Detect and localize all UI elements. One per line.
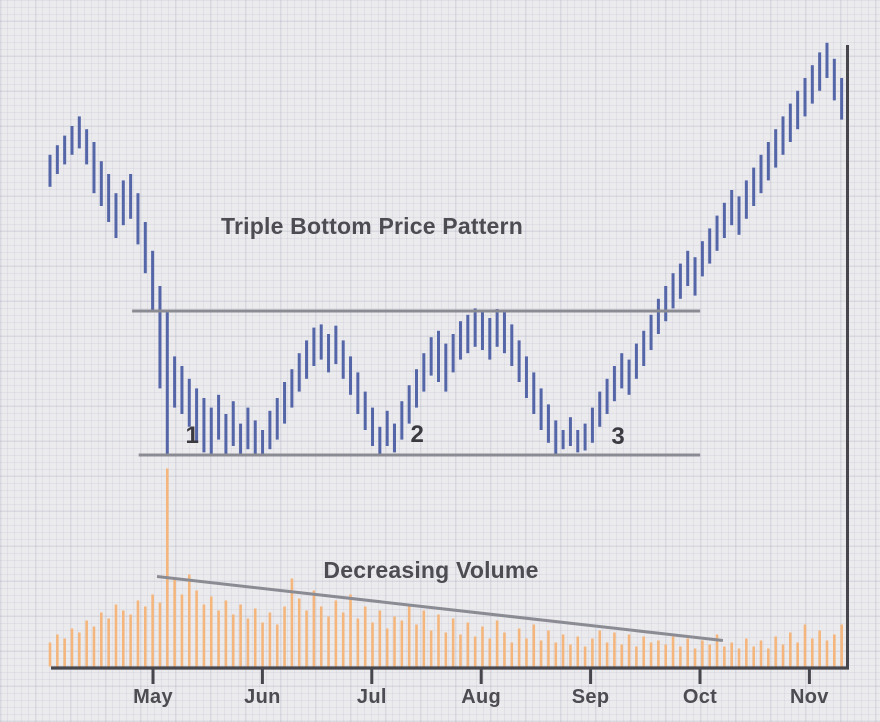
bottom-marker-3: 3 xyxy=(611,423,625,451)
bottom-marker-1: 1 xyxy=(185,421,199,449)
month-label-sep: Sep xyxy=(571,686,610,708)
month-label-aug: Aug xyxy=(461,686,502,708)
pattern-title: Triple Bottom Price Pattern xyxy=(221,213,523,239)
month-label-oct: Oct xyxy=(682,686,718,708)
month-label-jun: Jun xyxy=(244,686,281,708)
month-label-jul: Jul xyxy=(356,686,387,708)
volume-trendline xyxy=(156,575,724,642)
volume-title: Decreasing Volume xyxy=(323,557,539,583)
month-label-may: May xyxy=(133,686,173,708)
month-label-nov: Nov xyxy=(790,686,829,708)
bottom-marker-2: 2 xyxy=(410,421,424,449)
